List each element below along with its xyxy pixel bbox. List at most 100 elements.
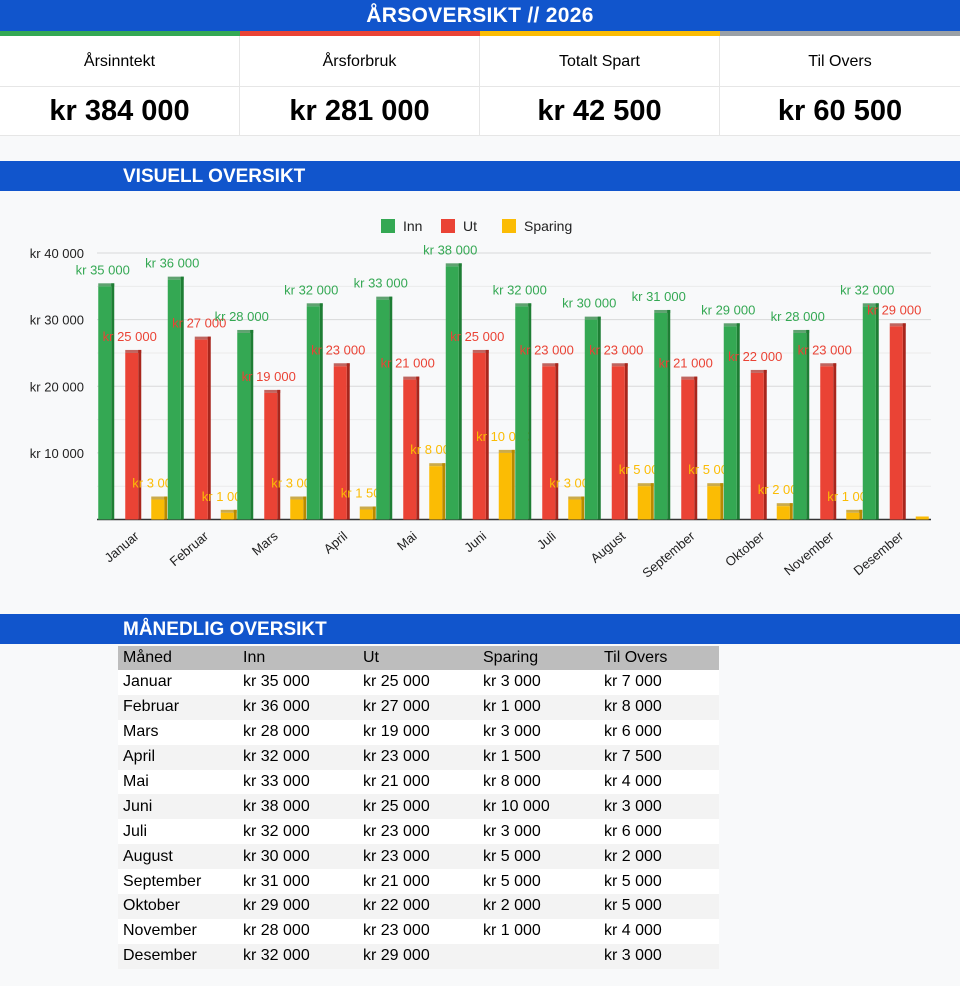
bar-sparing: [359, 509, 373, 520]
table-row: April kr 32 000 kr 23 000 kr 1 500 kr 7 500: [118, 744, 719, 770]
cell-savings: kr 1 000: [478, 694, 599, 720]
y-tick-label: kr 10 000: [30, 446, 84, 461]
bar-top-ut: [542, 363, 559, 367]
bar-top-sparing: [429, 463, 446, 467]
x-tick-label: Juli: [534, 528, 559, 552]
bar-side-sparing: [372, 506, 376, 520]
bar-top-inn: [167, 276, 184, 280]
bar-inn: [167, 279, 181, 520]
bar-top-sparing: [151, 496, 168, 500]
cell-remaining: kr 7 500: [599, 744, 719, 770]
bar-side-inn: [528, 303, 532, 520]
bar-sparing: [915, 516, 929, 520]
cell-remaining: kr 6 000: [599, 719, 719, 745]
x-tick-label: August: [588, 528, 629, 566]
bar-inn: [445, 266, 459, 520]
bar-inn: [584, 319, 598, 520]
cell-remaining: kr 6 000: [599, 819, 719, 845]
data-label-ut: kr 23 000: [589, 342, 643, 357]
cell-out: kr 25 000: [358, 670, 478, 695]
bar-side-sparing: [303, 496, 307, 520]
data-label-sparing: kr 8 000: [410, 442, 457, 457]
data-label-ut: kr 23 000: [520, 342, 574, 357]
y-tick-label: kr 40 000: [30, 246, 84, 261]
table-header-row: Måned Inn Ut Sparing Til Overs: [118, 646, 719, 670]
bar-side-ut: [485, 349, 489, 520]
x-tick-label: November: [781, 528, 837, 578]
col-header-in: Inn: [238, 646, 358, 670]
stripe-yellow: [480, 31, 720, 36]
bar-side-inn: [806, 329, 810, 520]
bar-ut: [889, 326, 903, 520]
x-tick-label: Mai: [394, 528, 420, 553]
data-label-inn: kr 29 000: [701, 302, 755, 317]
bar-ut: [472, 352, 486, 520]
cell-in: kr 29 000: [238, 894, 358, 919]
x-tick-label: Juni: [461, 528, 489, 555]
bar-side-ut: [138, 349, 142, 520]
data-label-sparing: kr 3 000: [132, 476, 179, 491]
cell-out: kr 23 000: [358, 918, 478, 944]
bar-inn: [515, 306, 529, 520]
cell-in: kr 31 000: [238, 869, 358, 895]
cell-savings: [478, 943, 599, 969]
data-label-inn: kr 32 000: [840, 282, 894, 297]
col-header-out: Ut: [358, 646, 478, 670]
cell-savings: kr 2 000: [478, 894, 599, 919]
bar-top-inn: [515, 303, 532, 307]
bar-inn: [376, 299, 390, 520]
cell-remaining: kr 5 000: [599, 894, 719, 919]
table-row: Juni kr 38 000 kr 25 000 kr 10 000 kr 3 000: [118, 794, 719, 820]
kpi-expenses-value: kr 281 000: [289, 95, 430, 127]
x-tick-label: Oktober: [722, 528, 768, 570]
kpi-remaining: Til Overs kr 60 500: [720, 36, 960, 135]
bar-top-inn: [98, 283, 115, 287]
cell-out: kr 23 000: [358, 819, 478, 845]
bar-top-ut: [125, 349, 142, 353]
bar-side-inn: [111, 283, 115, 520]
bar-top-ut: [681, 376, 698, 380]
bar-top-inn: [237, 329, 254, 333]
cell-in: kr 28 000: [238, 918, 358, 944]
cell-savings: kr 1 500: [478, 744, 599, 770]
legend-label-sparing: Sparing: [524, 218, 572, 234]
monthly-table: Måned Inn Ut Sparing Til Overs Januar kr …: [118, 646, 719, 969]
data-label-sparing: kr 3 000: [549, 476, 596, 491]
bar-side-sparing: [581, 496, 585, 520]
data-label-inn: kr 36 000: [145, 256, 199, 271]
bar-sparing: [637, 486, 651, 520]
bar-ut: [333, 366, 347, 520]
bar-ut: [611, 366, 625, 520]
kpi-income-label: Årsinntekt: [0, 36, 239, 87]
data-label-ut: kr 27 000: [172, 316, 226, 331]
cell-remaining: kr 3 000: [599, 794, 719, 820]
bar-top-ut: [403, 376, 420, 380]
bar-top-inn: [445, 263, 462, 267]
table-row: Juli kr 32 000 kr 23 000 kr 3 000 kr 6 000: [118, 819, 719, 845]
bar-sparing: [290, 499, 304, 520]
bar-side-sparing: [720, 483, 724, 520]
data-label-ut: kr 23 000: [311, 342, 365, 357]
bar-top-inn: [793, 329, 810, 333]
bar-side-inn: [319, 303, 323, 520]
cell-month: Mars: [118, 719, 238, 745]
bar-side-ut: [555, 363, 559, 520]
data-label-ut: kr 23 000: [798, 342, 852, 357]
cell-out: kr 27 000: [358, 694, 478, 720]
bar-top-inn: [306, 303, 323, 307]
kpi-remaining-label: Til Overs: [720, 36, 960, 87]
cell-in: kr 38 000: [238, 794, 358, 820]
col-header-month: Måned: [118, 646, 238, 670]
cell-month: Januar: [118, 670, 238, 695]
cell-in: kr 36 000: [238, 694, 358, 720]
cell-remaining: kr 3 000: [599, 943, 719, 969]
data-label-ut: kr 25 000: [103, 329, 157, 344]
section-monthly-overview: MÅNEDLIG OVERSIKT: [0, 614, 960, 644]
data-label-ut: kr 22 000: [728, 349, 782, 364]
cell-out: kr 25 000: [358, 794, 478, 820]
table-row: November kr 28 000 kr 23 000 kr 1 000 kr 4 0…: [118, 918, 719, 944]
data-label-ut: kr 29 000: [867, 302, 921, 317]
data-label-inn: kr 28 000: [771, 309, 825, 324]
bar-top-sparing: [637, 483, 654, 487]
bar-side-inn: [458, 263, 462, 520]
